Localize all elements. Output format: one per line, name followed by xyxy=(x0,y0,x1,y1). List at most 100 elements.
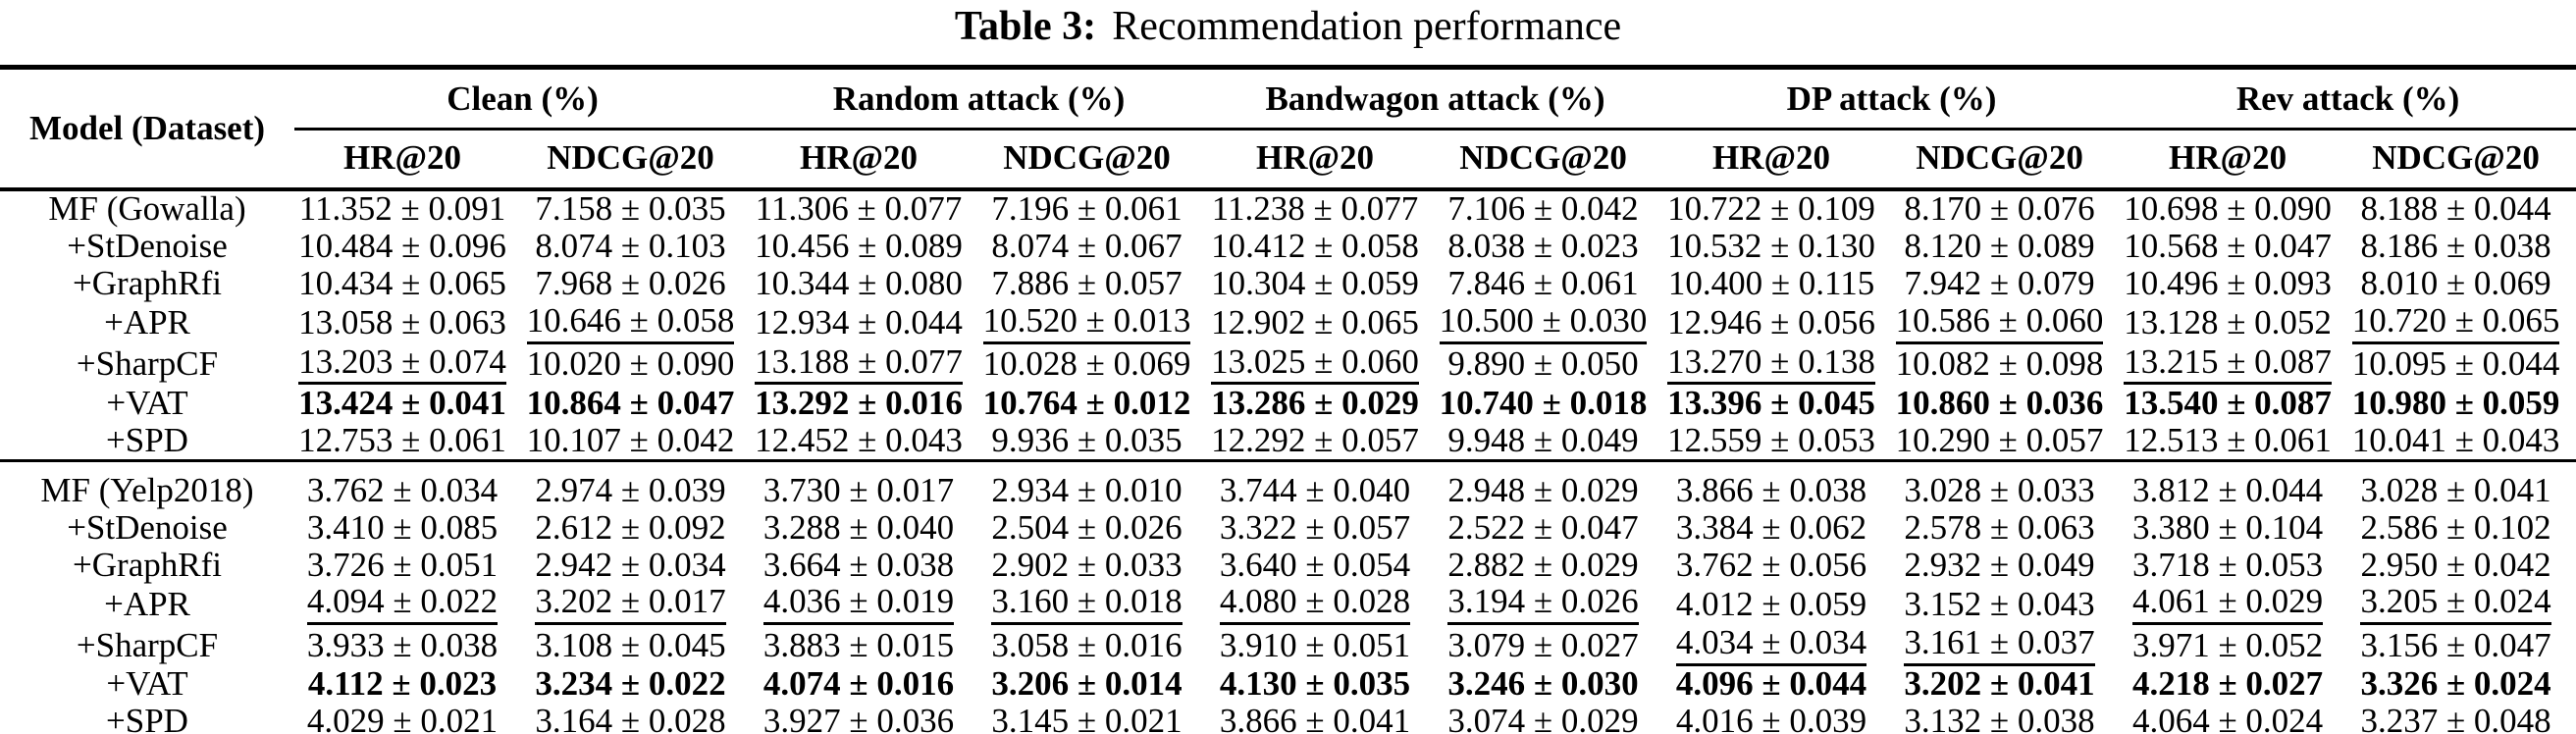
header-sub-row: HR@20 NDCG@20 HR@20 NDCG@20 HR@20 NDCG@2… xyxy=(0,131,2576,189)
metric-value: 10.412 ± 0.058 xyxy=(1211,227,1419,266)
metric-cell: 10.082 ± 0.098 xyxy=(1879,344,2120,386)
metric-cell: 3.726 ± 0.051 xyxy=(294,547,510,584)
metric-cell: 3.202 ± 0.017 xyxy=(510,583,751,625)
metric-value: 13.540 ± 0.087 xyxy=(2124,383,2332,422)
table-row: +VAT 4.112 ± 0.023 3.234 ± 0.022 4.074 ± 0.… xyxy=(0,666,2576,704)
metric-value: 13.424 ± 0.041 xyxy=(298,383,506,422)
metric-cell: 7.968 ± 0.026 xyxy=(510,266,751,303)
metric-value: 10.344 ± 0.080 xyxy=(755,264,963,303)
metric-value: 7.942 ± 0.079 xyxy=(1904,264,2095,303)
metric-value: 2.942 ± 0.034 xyxy=(535,545,726,584)
metric-value: 3.326 ± 0.024 xyxy=(2360,664,2551,704)
metric-cell: 10.028 ± 0.069 xyxy=(967,344,1207,386)
table-row: +APR 13.058 ± 0.063 10.646 ± 0.058 12.934 ±… xyxy=(0,302,2576,344)
metric-value: 10.082 ± 0.098 xyxy=(1895,344,2104,383)
metric-cell: 3.762 ± 0.034 xyxy=(294,459,510,510)
metric-value: 10.304 ± 0.059 xyxy=(1211,264,1419,303)
table-row: +GraphRfi 10.434 ± 0.065 7.968 ± 0.026 10.3… xyxy=(0,266,2576,303)
metric-value: 13.058 ± 0.063 xyxy=(298,303,506,342)
metric-value: 13.270 ± 0.138 xyxy=(1667,343,1875,386)
metric-cell: 3.194 ± 0.026 xyxy=(1423,583,1663,625)
metric-value: 7.846 ± 0.061 xyxy=(1447,264,1639,303)
metric-cell: 10.107 ± 0.042 xyxy=(510,422,751,461)
group-header-rev-attack: Rev attack (%) xyxy=(2120,68,2576,131)
metric-cell: 3.718 ± 0.053 xyxy=(2120,547,2336,584)
metric-value: 10.532 ± 0.130 xyxy=(1667,227,1875,266)
metric-value: 3.156 ± 0.047 xyxy=(2360,625,2551,664)
metric-cell: 12.452 ± 0.043 xyxy=(751,422,967,461)
table-row: MF (Gowalla) 11.352 ± 0.091 7.158 ± 0.035 1… xyxy=(0,189,2576,229)
metric-cell: 10.520 ± 0.013 xyxy=(967,302,1207,344)
metric-cell: 13.270 ± 0.138 xyxy=(1663,343,1879,386)
metric-cell: 4.036 ± 0.019 xyxy=(751,583,967,625)
metric-value: 2.948 ± 0.029 xyxy=(1447,470,1639,509)
metric-value: 3.762 ± 0.056 xyxy=(1675,545,1867,584)
metric-value: 2.932 ± 0.049 xyxy=(1904,545,2095,584)
metric-cell: 3.326 ± 0.024 xyxy=(2336,666,2576,704)
metric-value: 3.288 ± 0.040 xyxy=(762,507,955,547)
metric-cell: 2.504 ± 0.026 xyxy=(967,509,1207,547)
metric-cell: 3.910 ± 0.051 xyxy=(1207,625,1423,666)
metric-cell: 10.484 ± 0.096 xyxy=(294,229,510,266)
metric-value: 3.883 ± 0.015 xyxy=(762,625,955,664)
metric-cell: 3.164 ± 0.028 xyxy=(510,704,751,734)
metric-cell: 12.902 ± 0.065 xyxy=(1207,303,1423,344)
metric-cell: 13.286 ± 0.029 xyxy=(1207,385,1423,422)
metric-value: 3.812 ± 0.044 xyxy=(2131,470,2324,509)
metric-cell: 10.500 ± 0.030 xyxy=(1423,302,1663,344)
metric-value: 3.132 ± 0.038 xyxy=(1904,702,2095,734)
model-name: +APR xyxy=(104,584,190,623)
group-header-bandwagon-attack: Bandwagon attack (%) xyxy=(1207,68,1664,131)
metric-value: 3.744 ± 0.040 xyxy=(1219,470,1411,509)
metric-cell: 4.112 ± 0.023 xyxy=(294,666,510,704)
model-name: +SPD xyxy=(106,420,188,459)
metric-cell: 13.203 ± 0.074 xyxy=(294,343,510,386)
metric-value: 10.107 ± 0.042 xyxy=(526,420,735,459)
table-row: +SPD 4.029 ± 0.021 3.164 ± 0.028 3.927 ± 0.… xyxy=(0,704,2576,734)
metric-cell: 3.206 ± 0.014 xyxy=(967,666,1207,704)
metric-value: 12.902 ± 0.065 xyxy=(1211,303,1419,342)
metric-value: 10.290 ± 0.057 xyxy=(1895,420,2104,459)
metric-value: 13.203 ± 0.074 xyxy=(298,343,506,386)
metric-value: 12.946 ± 0.056 xyxy=(1667,303,1875,342)
metric-cell: 3.028 ± 0.041 xyxy=(2336,459,2576,510)
model-name: MF (Gowalla) xyxy=(48,189,246,229)
metric-value: 10.041 ± 0.043 xyxy=(2351,420,2560,459)
metric-cell: 4.064 ± 0.024 xyxy=(2120,704,2336,734)
metric-value: 3.160 ± 0.018 xyxy=(991,583,1183,625)
metric-value: 11.352 ± 0.091 xyxy=(298,189,506,229)
metric-cell: 7.106 ± 0.042 xyxy=(1423,189,1663,229)
metric-cell: 9.890 ± 0.050 xyxy=(1423,344,1663,386)
metric-value: 2.586 ± 0.102 xyxy=(2360,507,2551,547)
metric-value: 3.164 ± 0.028 xyxy=(535,702,726,734)
metric-value: 3.237 ± 0.048 xyxy=(2360,702,2551,734)
metric-cell: 10.456 ± 0.089 xyxy=(751,229,967,266)
metric-value: 9.948 ± 0.049 xyxy=(1447,420,1639,459)
metric-value: 2.974 ± 0.039 xyxy=(535,470,726,509)
metric-cell: 3.380 ± 0.104 xyxy=(2120,509,2336,547)
metric-cell: 4.012 ± 0.059 xyxy=(1663,584,1879,625)
metric-cell: 7.158 ± 0.035 xyxy=(510,189,751,229)
metric-cell: 13.540 ± 0.087 xyxy=(2120,385,2336,422)
metric-value: 12.452 ± 0.043 xyxy=(755,420,963,459)
metric-value: 13.292 ± 0.016 xyxy=(755,383,963,422)
metric-value: 8.120 ± 0.089 xyxy=(1904,227,2095,266)
metric-cell: 7.886 ± 0.057 xyxy=(967,266,1207,303)
metric-value: 8.074 ± 0.067 xyxy=(991,227,1183,266)
metric-value: 3.910 ± 0.051 xyxy=(1219,625,1411,664)
model-name: +SharpCF xyxy=(76,344,219,383)
metric-value: 10.586 ± 0.060 xyxy=(1895,302,2104,344)
model-name: +SharpCF xyxy=(76,625,219,664)
metric-value: 3.202 ± 0.017 xyxy=(535,583,726,625)
metric-value: 9.936 ± 0.035 xyxy=(991,420,1183,459)
subheader-hr20: HR@20 xyxy=(799,138,919,178)
metric-cell: 3.971 ± 0.052 xyxy=(2120,625,2336,666)
table-row: +SPD 12.753 ± 0.061 10.107 ± 0.042 12.452 ±… xyxy=(0,422,2576,461)
metric-cell: 2.612 ± 0.092 xyxy=(510,509,751,547)
metric-cell: 3.028 ± 0.033 xyxy=(1879,459,2121,510)
metric-cell: 13.188 ± 0.077 xyxy=(751,343,967,386)
metric-cell: 13.215 ± 0.087 xyxy=(2120,343,2336,386)
metric-cell: 3.762 ± 0.056 xyxy=(1663,547,1879,584)
metric-cell: 3.152 ± 0.043 xyxy=(1879,584,2120,625)
metric-cell: 3.730 ± 0.017 xyxy=(751,459,967,510)
